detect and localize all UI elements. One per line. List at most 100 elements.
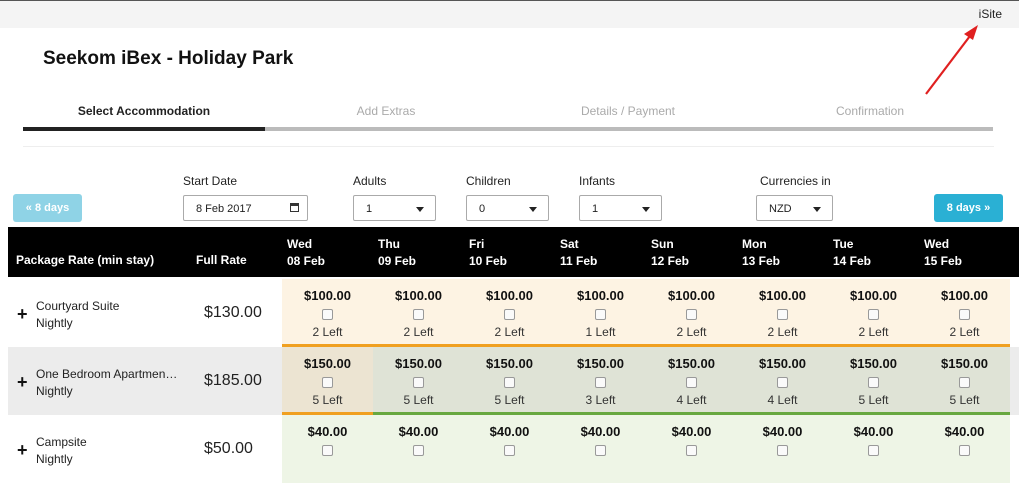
rate-cell: $100.00 2 Left	[646, 279, 737, 347]
rates-table-header: Package Rate (min stay) Full Rate Wed 08 …	[8, 227, 1019, 277]
rate-cell: $100.00 2 Left	[464, 279, 555, 347]
expand-plus-icon[interactable]: +	[17, 304, 28, 324]
select-date-checkbox[interactable]	[685, 445, 697, 456]
availability-left: 5 Left	[403, 393, 434, 407]
select-date-checkbox[interactable]	[776, 309, 788, 320]
day-date: 10 Feb	[469, 254, 508, 268]
children-select[interactable]: 0	[466, 195, 549, 221]
select-date-checkbox[interactable]	[867, 445, 879, 456]
availability-left: 2 Left	[858, 325, 889, 339]
chevron-down-icon	[813, 207, 821, 212]
rate-cell: $100.00 2 Left	[828, 279, 919, 347]
col-package-rate: Package Rate (min stay)	[16, 253, 155, 267]
select-date-checkbox[interactable]	[867, 377, 879, 388]
day-date: 15 Feb	[924, 254, 963, 268]
nightly-price: $100.00	[486, 288, 533, 303]
select-date-checkbox[interactable]	[412, 309, 424, 320]
nightly-price: $40.00	[671, 424, 712, 439]
select-date-checkbox[interactable]	[594, 445, 606, 456]
select-date-checkbox[interactable]	[958, 309, 970, 320]
nightly-price: $100.00	[941, 288, 988, 303]
rate-cell: $40.00	[464, 415, 555, 483]
full-rate: $185.00	[204, 372, 262, 389]
select-date-checkbox[interactable]	[594, 377, 606, 388]
room-name: Campsite	[36, 435, 87, 449]
rate-cell: $150.00 5 Left	[373, 347, 464, 415]
adults-label: Adults	[353, 174, 387, 188]
select-date-checkbox[interactable]	[321, 377, 333, 388]
select-date-checkbox[interactable]	[412, 377, 424, 388]
nightly-price: $100.00	[577, 288, 624, 303]
col-full-rate: Full Rate	[196, 253, 247, 267]
room-name: One Bedroom Apartmen…	[36, 367, 178, 381]
day-header: Wed 15 Feb	[924, 236, 962, 270]
currency-label: Currencies in	[760, 174, 831, 188]
day-header: Fri 10 Feb	[469, 236, 507, 270]
nightly-price: $150.00	[668, 356, 715, 371]
rate-cell: $40.00	[555, 415, 646, 483]
chevron-down-icon	[529, 207, 537, 212]
select-date-checkbox[interactable]	[321, 445, 333, 456]
rate-cell: $100.00 2 Left	[373, 279, 464, 347]
day-of-week: Fri	[469, 237, 485, 251]
adults-select[interactable]: 1	[353, 195, 436, 221]
infants-select[interactable]: 1	[579, 195, 662, 221]
room-name-block[interactable]: Campsite Nightly	[36, 434, 186, 468]
select-date-checkbox[interactable]	[594, 309, 606, 320]
day-header: Thu 09 Feb	[378, 236, 416, 270]
nightly-price: $100.00	[850, 288, 897, 303]
isite-link[interactable]: iSite	[978, 7, 1002, 21]
availability-left: 2 Left	[676, 325, 707, 339]
nightly-price: $150.00	[304, 356, 351, 371]
expand-plus-icon[interactable]: +	[17, 372, 28, 392]
nightly-price: $150.00	[759, 356, 806, 371]
select-date-checkbox[interactable]	[958, 377, 970, 388]
nightly-price: $100.00	[395, 288, 442, 303]
availability-left: 4 Left	[767, 393, 798, 407]
availability-left: 2 Left	[312, 325, 343, 339]
chevron-down-icon	[642, 207, 650, 212]
select-date-checkbox[interactable]	[867, 309, 879, 320]
day-date: 11 Feb	[560, 254, 598, 268]
next-8-days-button[interactable]: 8 days »	[934, 194, 1003, 222]
select-date-checkbox[interactable]	[776, 445, 788, 456]
expand-plus-icon[interactable]: +	[17, 440, 28, 460]
select-date-checkbox[interactable]	[503, 309, 515, 320]
day-header: Sun 12 Feb	[651, 236, 689, 270]
children-label: Children	[466, 174, 511, 188]
room-name-block[interactable]: Courtyard Suite Nightly	[36, 298, 186, 332]
room-name-block[interactable]: One Bedroom Apartmen… Nightly	[36, 366, 186, 400]
currency-value: NZD	[769, 203, 792, 215]
nightly-price: $150.00	[486, 356, 533, 371]
rate-cell: $150.00 3 Left	[555, 347, 646, 415]
select-date-checkbox[interactable]	[685, 377, 697, 388]
rate-cell: $100.00 1 Left	[555, 279, 646, 347]
rate-cell: $150.00 5 Left	[282, 347, 373, 415]
rate-cell: $150.00 4 Left	[737, 347, 828, 415]
select-date-checkbox[interactable]	[958, 445, 970, 456]
nightly-price: $40.00	[853, 424, 894, 439]
day-of-week: Sun	[651, 237, 674, 251]
start-date-value: 8 Feb 2017	[196, 203, 252, 215]
select-date-checkbox[interactable]	[412, 445, 424, 456]
day-header: Sat 11 Feb	[560, 236, 597, 270]
start-date-input[interactable]: 8 Feb 2017	[183, 195, 308, 221]
prev-8-days-button[interactable]: « 8 days	[13, 194, 82, 222]
page-title: Seekom iBex - Holiday Park	[43, 48, 294, 69]
step-details-payment: Details / Payment	[580, 104, 676, 118]
select-date-checkbox[interactable]	[503, 445, 515, 456]
day-of-week: Tue	[833, 237, 854, 251]
full-rate: $130.00	[204, 304, 262, 321]
select-date-checkbox[interactable]	[321, 309, 333, 320]
currency-select[interactable]: NZD	[756, 195, 833, 221]
select-date-checkbox[interactable]	[776, 377, 788, 388]
day-of-week: Thu	[378, 237, 400, 251]
select-date-checkbox[interactable]	[503, 377, 515, 388]
availability-left: 5 Left	[312, 393, 343, 407]
availability-left: 2 Left	[949, 325, 980, 339]
booking-steps: Select Accommodation Add Extras Details …	[23, 104, 993, 134]
nightly-price: $150.00	[395, 356, 442, 371]
calendar-icon[interactable]	[290, 203, 299, 212]
rate-cell: $150.00 5 Left	[828, 347, 919, 415]
select-date-checkbox[interactable]	[685, 309, 697, 320]
